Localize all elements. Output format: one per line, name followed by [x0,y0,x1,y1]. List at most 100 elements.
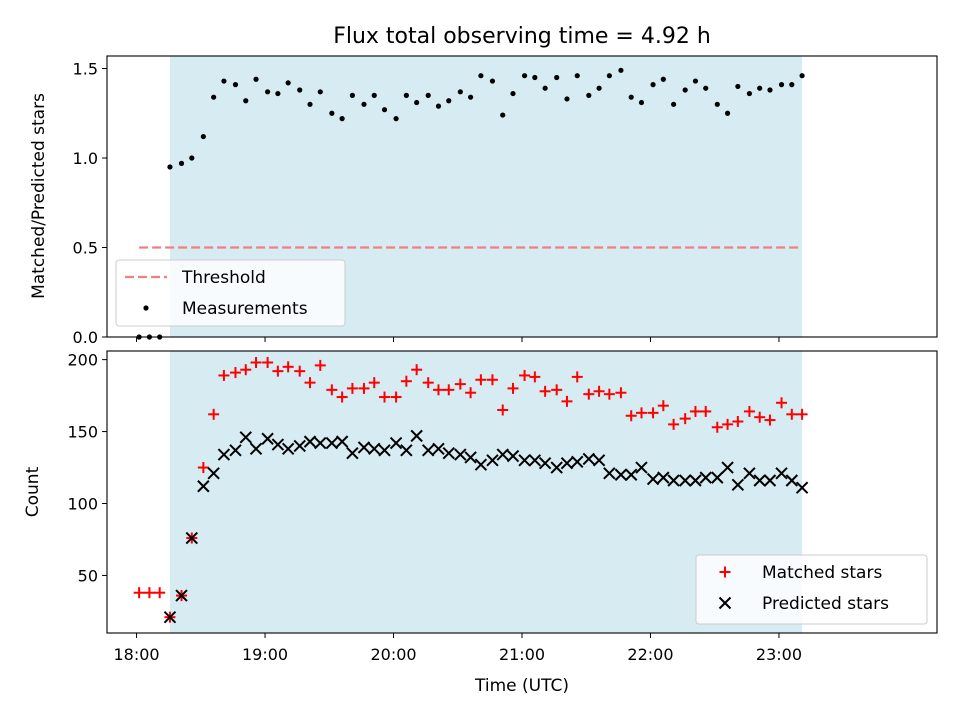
y-tick-label: 1.5 [73,60,98,79]
measurement-point [297,87,303,93]
matched-star-point [465,387,477,399]
top-legend-box [115,259,346,327]
measurement-point [371,92,377,98]
predicted-star-point [454,448,467,461]
predicted-star-point [743,467,756,480]
y-tick-label: 0.5 [73,239,98,258]
measurement-point [746,90,753,97]
matched-star-point [390,391,402,403]
measurement-point [243,98,249,104]
legend-measurements-swatch [143,305,149,311]
x-tick-label: 22:00 [627,645,673,664]
measurement-point [425,92,431,98]
x-tick-label: 21:00 [499,645,545,664]
bottom-y-axis-label: Count [23,466,43,517]
matched-star-point [732,416,744,427]
predicted-star-point [689,474,702,487]
predicted-stars-points [163,429,809,624]
matched-star-point [786,408,798,420]
predicted-star-point [197,480,210,493]
measurement-point [253,76,259,82]
matched-star-point [240,364,252,376]
measurement-point [692,78,699,84]
matched-star-point [743,405,755,417]
matched-star-point [764,414,776,426]
matched-star-point [133,587,145,599]
matched-star-point [422,377,434,389]
predicted-star-point [506,449,520,463]
matched-star-point [754,411,766,423]
matched-star-point [625,410,637,422]
measurement-point [468,94,474,100]
matched-star-point [722,418,734,430]
measurement-point [167,164,173,170]
matched-star-point [368,377,380,389]
matched-star-point [475,374,487,386]
measurement-point [317,89,323,95]
predicted-star-point [185,531,199,545]
measurement-point [361,101,367,107]
measurement-point [564,96,570,102]
predicted-star-point [795,481,809,494]
predicted-star-point [163,610,177,624]
measurement-point [650,82,656,88]
top-y-axis-label: Matched/Predicted stars [29,93,49,299]
predicted-star-point [678,474,692,487]
x-tick-label: 20:00 [370,645,416,664]
bottom-axes: 50 100 150 200 18:00 19:00 20:00 21:00 22:00 23:… [23,350,938,696]
top-x-ticks [136,337,780,342]
predicted-star-point [464,451,477,464]
predicted-star-point [389,436,403,450]
matched-star-point [647,407,659,419]
measurement-point [500,112,506,118]
y-tick-label: 50 [78,566,98,585]
predicted-star-point [314,436,327,450]
matched-star-point [336,391,348,403]
predicted-star-point [400,444,413,457]
matched-star-point [668,418,680,430]
predicted-star-point [325,436,339,450]
measurement-point [757,85,763,91]
predicted-star-point [625,468,638,481]
predicted-star-point [775,467,788,480]
matched-star-point [154,587,166,599]
measurement-point [414,99,420,106]
bottom-legend: Matched stars Predicted stars [695,554,928,625]
measurement-point [393,116,399,122]
legend-threshold-label: Threshold [181,268,266,288]
measurement-point [671,101,677,107]
matched-star-point [358,382,370,394]
predicted-star-point [518,454,531,467]
measurement-point [275,90,281,97]
predicted-star-point [711,471,724,484]
matched-star-point [400,375,412,387]
measurement-point [510,90,516,97]
matched-star-point [529,371,541,383]
matched-star-point [314,359,326,371]
matched-star-point [346,382,358,394]
matched-star-point [294,365,306,377]
matched-star-point [561,395,573,407]
predicted-star-point [528,454,542,467]
matched-star-point [711,421,723,433]
predicted-star-point [410,429,423,443]
predicted-star-point [474,458,488,471]
measurement-point [285,80,291,86]
measurement-point [628,94,634,100]
measurement-point [682,87,688,93]
measurement-point [554,74,560,81]
y-tick-label: 100 [67,495,98,514]
matched-star-point [615,387,627,399]
predicted-star-point [763,474,777,487]
measurement-point [586,92,592,98]
measurement-point [339,116,345,122]
measurement-point [446,98,452,104]
legend-matched-swatch [719,566,731,578]
measurement-point [574,73,580,79]
matched-star-point [657,400,669,412]
measurement-point [596,85,602,91]
measurement-point [307,101,313,107]
predicted-star-point [261,432,274,445]
bottom-legend-box [695,554,928,625]
